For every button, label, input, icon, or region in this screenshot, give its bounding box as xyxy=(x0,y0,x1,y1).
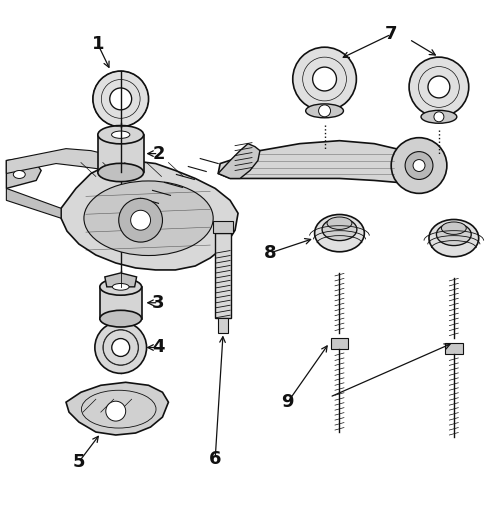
Circle shape xyxy=(130,210,151,230)
Ellipse shape xyxy=(112,131,130,138)
Circle shape xyxy=(391,138,447,193)
Polygon shape xyxy=(66,382,168,435)
Circle shape xyxy=(409,57,469,117)
Ellipse shape xyxy=(429,220,479,257)
Circle shape xyxy=(110,88,132,110)
Text: 8: 8 xyxy=(264,244,276,262)
Circle shape xyxy=(413,160,425,171)
Ellipse shape xyxy=(100,279,142,295)
Text: 6: 6 xyxy=(209,450,221,468)
Ellipse shape xyxy=(442,222,466,234)
Polygon shape xyxy=(6,149,130,174)
Ellipse shape xyxy=(98,163,144,182)
Polygon shape xyxy=(6,159,41,189)
Bar xyxy=(213,221,233,233)
Text: 4: 4 xyxy=(152,338,165,356)
Circle shape xyxy=(293,47,356,111)
Circle shape xyxy=(119,198,163,242)
Text: 3: 3 xyxy=(152,294,165,312)
Circle shape xyxy=(112,339,129,356)
Circle shape xyxy=(319,105,330,117)
Ellipse shape xyxy=(327,217,352,229)
Text: 2: 2 xyxy=(152,145,165,163)
Bar xyxy=(330,338,348,350)
Polygon shape xyxy=(218,141,429,183)
Ellipse shape xyxy=(112,283,129,290)
Ellipse shape xyxy=(98,125,144,144)
Bar xyxy=(100,287,142,319)
Circle shape xyxy=(106,401,125,421)
Ellipse shape xyxy=(322,218,357,240)
Polygon shape xyxy=(6,189,61,218)
Ellipse shape xyxy=(13,170,25,179)
Circle shape xyxy=(93,71,149,127)
Text: 7: 7 xyxy=(385,25,398,44)
Ellipse shape xyxy=(306,104,343,118)
Ellipse shape xyxy=(436,223,471,246)
Circle shape xyxy=(405,152,433,179)
Bar xyxy=(445,342,463,354)
Circle shape xyxy=(428,76,450,98)
Ellipse shape xyxy=(421,110,457,123)
Ellipse shape xyxy=(100,310,142,327)
Bar xyxy=(215,233,231,318)
Ellipse shape xyxy=(84,181,213,255)
Text: 5: 5 xyxy=(73,453,85,471)
Circle shape xyxy=(95,322,147,373)
Text: 9: 9 xyxy=(282,393,294,411)
Text: 1: 1 xyxy=(91,35,104,53)
Ellipse shape xyxy=(315,214,365,252)
Circle shape xyxy=(434,112,444,122)
Polygon shape xyxy=(218,143,260,179)
Polygon shape xyxy=(61,161,238,270)
Bar xyxy=(98,135,144,172)
Circle shape xyxy=(313,67,336,91)
Polygon shape xyxy=(105,273,137,287)
Bar xyxy=(218,318,228,333)
